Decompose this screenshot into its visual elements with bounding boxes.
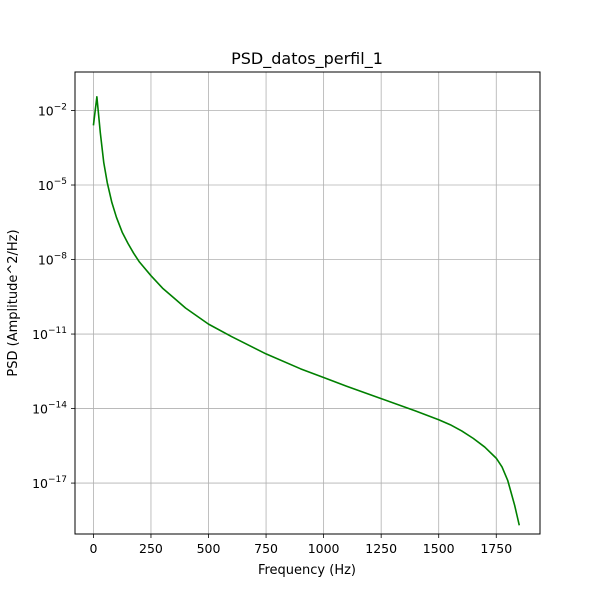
- y-tick-label: 10−5: [38, 177, 67, 193]
- chart-title: PSD_datos_perfil_1: [231, 49, 383, 69]
- psd-series-line: [92, 96, 521, 526]
- x-tick-label: 750: [254, 541, 278, 556]
- x-axis-ticks: 0 250 500 750 1000 1250 1500 1750: [89, 534, 512, 556]
- x-tick-label: 1750: [480, 541, 512, 556]
- x-tick-label: 500: [197, 541, 221, 556]
- x-tick-label: 250: [139, 541, 163, 556]
- x-tick-label: 0: [89, 541, 97, 556]
- y-tick-label: 10−11: [32, 326, 67, 342]
- x-tick-label: 1250: [365, 541, 397, 556]
- y-tick-label: 10−17: [32, 475, 67, 491]
- y-axis-ticks: 10−2 10−5 10−8 10−11 10−14 10−17: [32, 103, 75, 491]
- y-tick-label: 10−14: [32, 401, 67, 417]
- plot-frame: [74, 71, 541, 535]
- y-axis-label: PSD (Amplitude^2/Hz): [6, 229, 21, 376]
- y-tick-label: 10−2: [38, 103, 67, 119]
- grid-lines: [75, 72, 540, 534]
- x-tick-label: 1500: [423, 541, 455, 556]
- y-tick-label: 10−8: [38, 252, 67, 268]
- x-axis-label: Frequency (Hz): [258, 563, 356, 578]
- series-group: [92, 96, 521, 526]
- x-tick-label: 1000: [308, 541, 340, 556]
- plot-area: [75, 72, 540, 534]
